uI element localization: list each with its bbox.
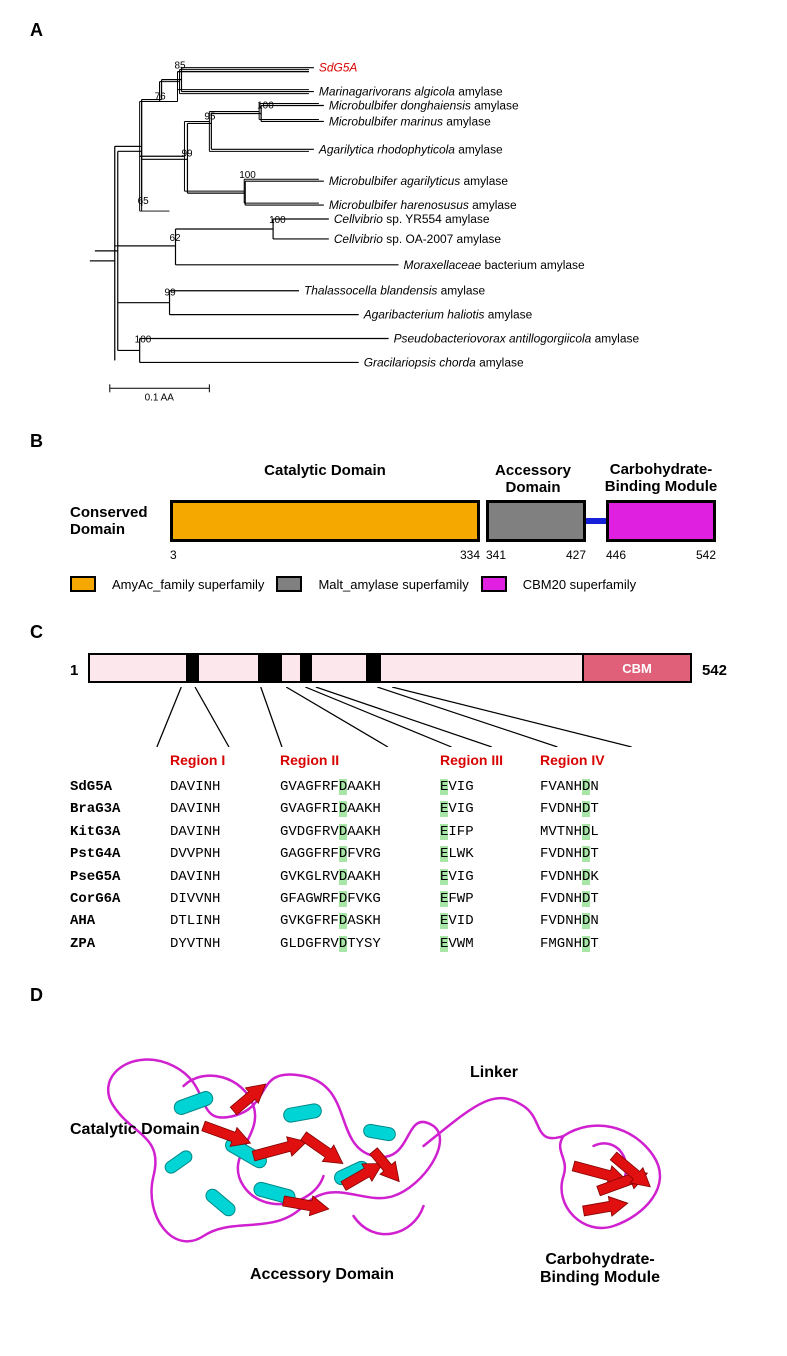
panel-b: B Catalytic Domain Accessory Domain Carb… — [30, 431, 757, 592]
legend-text-0: AmyAc_family superfamily — [112, 577, 264, 592]
bootstrap-value: 100 — [257, 101, 274, 112]
panel-c-label: C — [30, 622, 757, 643]
taxon-6: Microbulbifer harenosusus amylase — [329, 198, 517, 212]
region-connector-lines — [70, 687, 727, 747]
region-header-3: Region IV — [540, 752, 660, 768]
conserved-region-marker — [366, 655, 381, 681]
alignment-row: BraG3ADAVINHGVAGFRIDAAKHEVIGFVDNHDT — [70, 798, 727, 820]
alignment-row: ZPADYVTNHGLDGFRVDTYSYEVWMFMGNHDT — [70, 933, 727, 955]
accessory-domain-box — [486, 500, 586, 542]
c-bar-start: 1 — [70, 662, 78, 679]
legend-text-2: CBM20 superfamily — [523, 577, 636, 592]
bootstrap-value: 65 — [138, 196, 150, 207]
panel-c: C 1 CBM 542 Region I — [30, 622, 757, 955]
struct-label-accessory: Accessory Domain — [250, 1266, 394, 1284]
taxon-8: Cellvibrio sp. OA-2007 amylase — [334, 232, 502, 246]
conserved-region-marker — [258, 655, 282, 681]
coord-2s: 446 — [606, 548, 626, 562]
bootstrap-value: 99 — [181, 148, 193, 159]
alignment-row: PseG5ADAVINHGVKGLRVDAAKHEVIGFVDNHDK — [70, 866, 727, 888]
domain-title-0: Catalytic Domain — [170, 462, 480, 496]
tree-svg: SdG5A Marinagarivorans algicola amylase … — [60, 51, 757, 401]
taxon-7: Cellvibrio sp. YR554 amylase — [334, 212, 490, 226]
bootstrap-value: 100 — [135, 334, 152, 345]
alignment-row: KitG3ADAVINHGVDGFRVDAAKHEIFPMVTNHDL — [70, 821, 727, 843]
taxon-11: Agaribacterium haliotis amylase — [363, 308, 533, 322]
alignment-row: AHADTLINHGVKGFRFDASKHEVIDFVDNHDN — [70, 910, 727, 932]
legend-row: AmyAc_family superfamily Malt_amylase su… — [70, 576, 757, 592]
taxon-sdg5a: SdG5A — [319, 61, 358, 75]
conserved-label: Conserved Domain — [70, 504, 170, 538]
struct-label-catalytic: Catalytic Domain — [70, 1121, 200, 1139]
coord-0e: 334 — [460, 548, 480, 562]
alignment-row: PstG4ADVVPNHGAGGFRFDFVRGELWKFVDNHDT — [70, 843, 727, 865]
legend-swatch-2 — [481, 576, 507, 592]
struct-label-linker: Linker — [470, 1064, 518, 1082]
panel-d-label: D — [30, 985, 757, 1006]
bootstrap-value: 62 — [170, 233, 182, 244]
bootstrap-value: 95 — [204, 111, 216, 122]
panel-d: D Catalytic Domain Accessory Domain Link… — [30, 985, 757, 1306]
taxon-10: Thalassocella blandensis amylase — [304, 284, 486, 298]
taxon-5: Microbulbifer agarilyticus amylase — [329, 174, 508, 188]
bootstrap-value: 99 — [165, 288, 177, 299]
conserved-region-marker — [186, 655, 199, 681]
phylo-tree: SdG5A Marinagarivorans algicola amylase … — [60, 51, 757, 401]
legend-swatch-1 — [276, 576, 302, 592]
panel-a-label: A — [30, 20, 757, 41]
c-bar-end: 542 — [702, 662, 727, 679]
alignment-row: CorG6ADIVVNHGFAGWRFDFVKGEFWPFVDNHDT — [70, 888, 727, 910]
coord-0s: 3 — [170, 548, 177, 562]
coord-2e: 542 — [696, 548, 716, 562]
alignment-row: SdG5ADAVINHGVAGFRFDAAKHEVIGFVANHDN — [70, 776, 727, 798]
bootstrap-value: 100 — [269, 215, 286, 226]
region-header-1: Region II — [280, 752, 440, 768]
panel-b-label: B — [30, 431, 757, 452]
taxon-2: Microbulbifer donghaiensis amylase — [329, 99, 519, 113]
bootstrap-value: 76 — [155, 92, 167, 103]
legend-swatch-0 — [70, 576, 96, 592]
catalytic-domain-box — [170, 500, 480, 542]
coord-1e: 427 — [566, 548, 586, 562]
domain-title-2: Carbohydrate-Binding Module — [586, 462, 736, 496]
taxon-4: Agarilytica rhodophyticola amylase — [318, 142, 503, 156]
bootstrap-value: 100 — [239, 170, 256, 181]
region-header-0: Region I — [170, 752, 280, 768]
coord-1s: 341 — [486, 548, 506, 562]
conserved-region-marker — [300, 655, 312, 681]
panel-a: A — [30, 20, 757, 401]
taxon-9: Moraxellaceae bacterium amylase — [404, 258, 585, 272]
struct-label-cbm: Carbohydrate-Binding Module — [520, 1251, 680, 1287]
alignment-table: SdG5ADAVINHGVAGFRFDAAKHEVIGFVANHDNBraG3A… — [70, 776, 727, 955]
bootstrap-value: 85 — [175, 61, 187, 72]
taxon-3: Microbulbifer marinus amylase — [329, 114, 491, 128]
taxon-1: Marinagarivorans algicola amylase — [319, 85, 503, 99]
structure-container: Catalytic Domain Accessory Domain Linker… — [50, 1016, 757, 1306]
region-bar: CBM — [88, 653, 692, 683]
region-header-2: Region III — [440, 752, 540, 768]
scale-bar-label: 0.1 AA — [145, 392, 175, 401]
cbm-segment: CBM — [582, 655, 690, 681]
taxon-13: Gracilariopsis chorda amylase — [364, 355, 524, 369]
legend-text-1: Malt_amylase superfamily — [318, 577, 468, 592]
domain-title-1: Accessory Domain — [480, 462, 586, 496]
cbm-domain-box — [606, 500, 716, 542]
linker-segment — [586, 518, 606, 524]
taxon-12: Pseudobacteriovorax antillogorgiicola am… — [394, 331, 640, 345]
